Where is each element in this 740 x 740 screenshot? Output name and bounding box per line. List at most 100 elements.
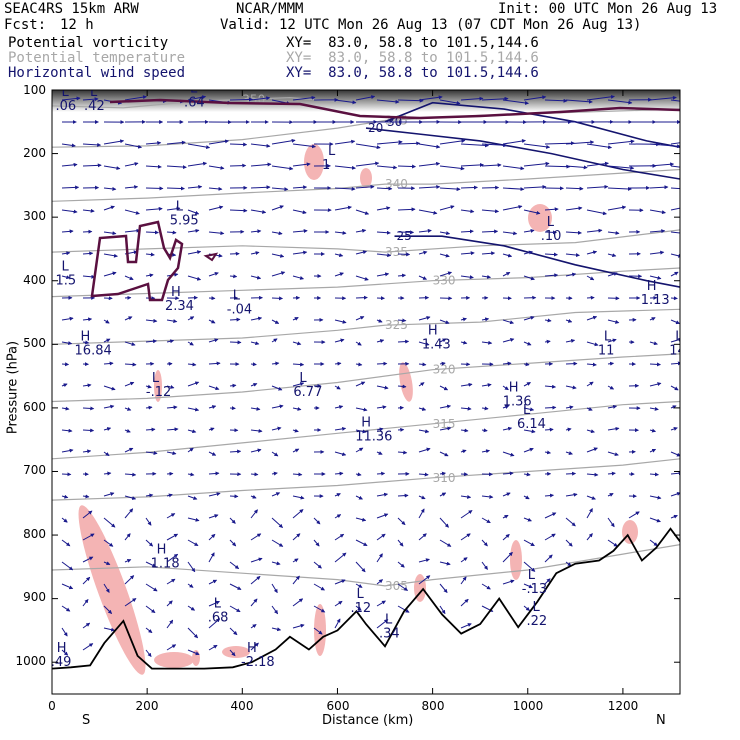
- extremum-marker: L: [675, 330, 683, 345]
- wind-vector: [334, 533, 345, 541]
- wind-vector: [670, 471, 680, 476]
- wind-vector: [82, 317, 93, 322]
- wind-vector: [397, 450, 408, 455]
- wind-vector: [355, 209, 370, 215]
- wind-vector: [271, 561, 281, 566]
- extremum-value: 1.36: [503, 395, 532, 410]
- wind-vector: [124, 598, 137, 607]
- pv-shade-region: [154, 652, 194, 668]
- pv-shade-region: [154, 370, 162, 402]
- wind-vector: [607, 139, 635, 145]
- wind-vector: [61, 383, 68, 388]
- wind-vector: [670, 207, 680, 211]
- wind-vector: [418, 275, 428, 280]
- wind-vector: [565, 230, 582, 235]
- wind-vector: [586, 447, 598, 453]
- wind-vector: [481, 517, 491, 524]
- wind-vector: [586, 295, 595, 300]
- extremum-marker: H: [247, 641, 257, 656]
- extremum-value: .49: [51, 655, 72, 670]
- wind-vector: [292, 575, 300, 585]
- wind-vector: [250, 472, 259, 477]
- pv-shade-region: [78, 505, 146, 675]
- wind-vector: [187, 209, 200, 215]
- wind-vector: [292, 509, 304, 519]
- wind-vector: [670, 514, 678, 519]
- extremum-value: 6.77: [293, 385, 322, 400]
- pv-shade-region: [510, 540, 522, 580]
- wind-vector: [418, 533, 427, 541]
- pv-contour: [109, 98, 680, 120]
- wind-vector: [250, 494, 257, 499]
- valid-time: Valid: 12 UTC Mon 26 Aug 13 (07 CDT Mon …: [220, 17, 642, 33]
- wind-vector: [376, 579, 384, 585]
- init-time: Init: 00 UTC Mon 26 Aug 13: [498, 1, 718, 17]
- wind-vector: [376, 471, 386, 476]
- y-tick-label: 400: [23, 273, 46, 287]
- wind-vector: [460, 623, 472, 629]
- wind-vector: [229, 627, 238, 636]
- wind-vector: [355, 316, 365, 321]
- wind-vector: [355, 472, 362, 477]
- wind-vector: [544, 384, 557, 389]
- wind-vector: [124, 447, 134, 453]
- wind-vector: [292, 95, 316, 101]
- extremum-marker: L: [328, 144, 336, 159]
- wind-vector: [397, 318, 407, 323]
- wind-vector: [565, 140, 595, 145]
- wind-vector: [649, 95, 677, 101]
- wind-vector: [649, 162, 675, 167]
- wind-vector: [355, 605, 362, 611]
- wind-vector: [355, 561, 366, 573]
- wind-vector: [460, 598, 469, 607]
- theta-contour: [52, 96, 338, 109]
- y-tick-label: 600: [23, 400, 46, 414]
- wind-vector: [649, 448, 657, 453]
- wind-vector: [523, 561, 536, 572]
- wind-vector: [271, 338, 278, 343]
- wind-vector: [586, 341, 599, 347]
- wind-vector: [439, 205, 455, 211]
- wind-vector: [271, 165, 294, 171]
- wind-vector: [229, 649, 236, 657]
- wind-vector: [607, 338, 617, 343]
- wind-vector: [439, 426, 452, 431]
- wind-vector: [61, 406, 70, 411]
- wind-vector: [670, 187, 680, 190]
- wind-vector: [334, 451, 347, 457]
- wind-vector: [124, 533, 131, 541]
- wind-vector: [124, 407, 132, 411]
- pv-contours: [90, 98, 680, 302]
- wind-vector: [313, 583, 325, 591]
- wind-vector: [61, 627, 68, 637]
- wind-vector: [649, 317, 656, 321]
- wind-vector: [82, 251, 94, 256]
- wind-vector: [124, 341, 136, 346]
- endpoint-left: S: [82, 713, 91, 728]
- wind-vector: [103, 492, 115, 497]
- extremum-value: 11: [598, 344, 615, 359]
- wind-vector: [271, 605, 279, 615]
- wind-vector: [460, 251, 475, 256]
- extremum-marker: L: [385, 613, 393, 628]
- wind-vector: [250, 209, 267, 214]
- wind-vector: [439, 404, 452, 409]
- wind-vector: [502, 253, 513, 258]
- wind-vector: [355, 250, 368, 255]
- wind-vector: [145, 649, 152, 658]
- wind-vector: [271, 451, 279, 457]
- wind-vector: [649, 406, 659, 411]
- wind-vector: [439, 338, 447, 343]
- wind-vector: [586, 533, 593, 541]
- y-tick-label: 200: [23, 146, 46, 160]
- wind-vector: [670, 491, 680, 497]
- wind-vector: [355, 184, 375, 189]
- extremum-value: -.04: [227, 302, 252, 317]
- wind-vector: [502, 139, 526, 145]
- wind-vector: [166, 206, 181, 211]
- wind-vector: [145, 206, 163, 211]
- wind-vector: [334, 471, 344, 476]
- y-tick-label: 300: [23, 209, 46, 223]
